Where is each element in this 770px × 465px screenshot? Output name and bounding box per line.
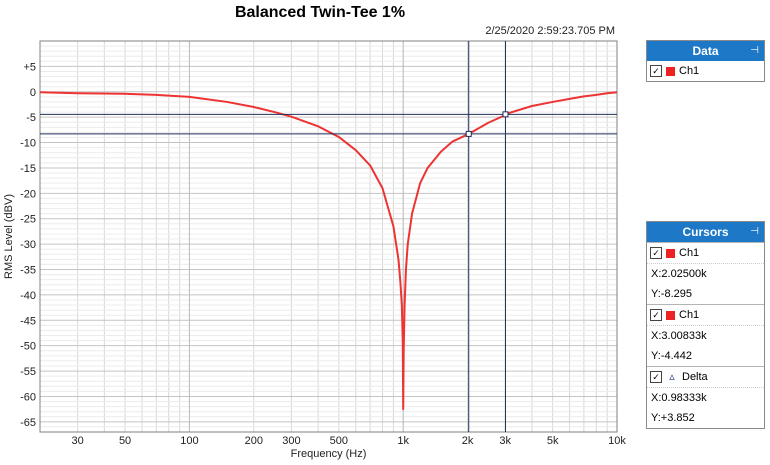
channel-color-swatch — [666, 66, 675, 76]
x-tick-label: 30 — [72, 435, 84, 447]
data-panel: Data ⊣ ✓ Ch1 — [646, 40, 765, 82]
cursors-panel: Cursors ⊣ ✓ Ch1 X:2.02500k Y:-8.295 ✓ Ch… — [646, 221, 765, 429]
cursor1-marker[interactable] — [465, 130, 472, 137]
y-tick-label: -30 — [20, 239, 36, 251]
cursor2-row[interactable]: ✓ Ch1 — [647, 305, 764, 326]
y-tick-label: -25 — [20, 214, 36, 226]
timestamp: 2/25/2020 2:59:23.705 PM — [485, 25, 615, 37]
delta-y-value: Y:+3.852 — [651, 412, 695, 424]
chart-title: Balanced Twin-Tee 1% — [234, 4, 406, 21]
x-tick-label: 100 — [180, 435, 198, 447]
y-tick-label: -55 — [20, 366, 36, 378]
pin-icon[interactable]: ⊣ — [750, 226, 759, 237]
x-tick-label: 1k — [397, 435, 409, 447]
cursor2-y-value: Y:-4.442 — [651, 350, 692, 362]
checkbox-checked-icon[interactable]: ✓ — [650, 371, 662, 383]
delta-group: ✓ ▵ Delta X:0.98333k Y:+3.852 — [647, 366, 764, 428]
checkbox-checked-icon[interactable]: ✓ — [650, 65, 662, 77]
x-tick-label: 300 — [282, 435, 300, 447]
plot-area[interactable]: 30 50 100 200 300 500 1k 2k 3k 5k 10k +5 0 -5 -10 -15 -2… — [0, 0, 640, 465]
data-channel-row[interactable]: ✓ Ch1 — [647, 61, 764, 81]
y-tick-label: 0 — [30, 87, 36, 99]
delta-icon: ▵ — [669, 371, 675, 383]
y-tick-label: -45 — [20, 315, 36, 327]
cursor2-x-value: X:3.00833k — [651, 330, 707, 342]
cursor1-x-value: X:2.02500k — [651, 268, 707, 280]
x-axis-label: Frequency (Hz) — [291, 448, 367, 460]
x-tick-label: 50 — [119, 435, 131, 447]
cursors-panel-title: Cursors — [682, 225, 729, 239]
series-line-ch1 — [39, 91, 618, 411]
checkbox-checked-icon[interactable]: ✓ — [650, 309, 662, 321]
delta-row[interactable]: ✓ ▵ Delta — [647, 367, 764, 388]
y-tick-label: -40 — [20, 290, 36, 302]
delta-label: Delta — [682, 371, 708, 383]
cursor1-group: ✓ Ch1 X:2.02500k Y:-8.295 — [647, 242, 764, 304]
data-channel-label: Ch1 — [679, 65, 700, 77]
y-tick-label: -50 — [20, 341, 36, 353]
x-tick-label: 5k — [547, 435, 559, 447]
y-tick-label: -15 — [20, 163, 36, 175]
y-axis-label: RMS Level (dBV) — [3, 194, 15, 279]
cursors-panel-header[interactable]: Cursors ⊣ — [647, 222, 764, 242]
x-tick-label: 200 — [245, 435, 263, 447]
cursor1-y-value: Y:-8.295 — [651, 288, 692, 300]
y-tick-label: -60 — [20, 391, 36, 403]
channel-color-swatch — [666, 248, 675, 258]
x-tick-label: 2k — [462, 435, 474, 447]
y-tick-label: -65 — [20, 417, 36, 429]
pin-icon[interactable]: ⊣ — [750, 45, 759, 56]
y-tick-label: -5 — [26, 112, 36, 124]
data-panel-header[interactable]: Data ⊣ — [647, 41, 764, 61]
plot-frame — [39, 40, 618, 433]
delta-x-value: X:0.98333k — [651, 392, 707, 404]
channel-color-swatch — [666, 310, 675, 320]
y-tick-label: -35 — [20, 265, 36, 277]
cursor2-label: Ch1 — [679, 309, 700, 321]
x-tick-label: 10k — [608, 435, 626, 447]
y-tick-label: +5 — [23, 61, 36, 73]
y-tick-label: -10 — [20, 138, 36, 150]
plot-background — [40, 41, 617, 432]
y-tick-label: -20 — [20, 188, 36, 200]
cursor2-marker[interactable] — [502, 111, 509, 118]
cursor1-label: Ch1 — [679, 247, 700, 259]
x-tick-label: 500 — [330, 435, 348, 447]
cursor1-row[interactable]: ✓ Ch1 — [647, 243, 764, 264]
cursor2-group: ✓ Ch1 X:3.00833k Y:-4.442 — [647, 304, 764, 366]
data-panel-title: Data — [692, 44, 719, 58]
x-tick-label: 3k — [499, 435, 511, 447]
checkbox-checked-icon[interactable]: ✓ — [650, 247, 662, 259]
